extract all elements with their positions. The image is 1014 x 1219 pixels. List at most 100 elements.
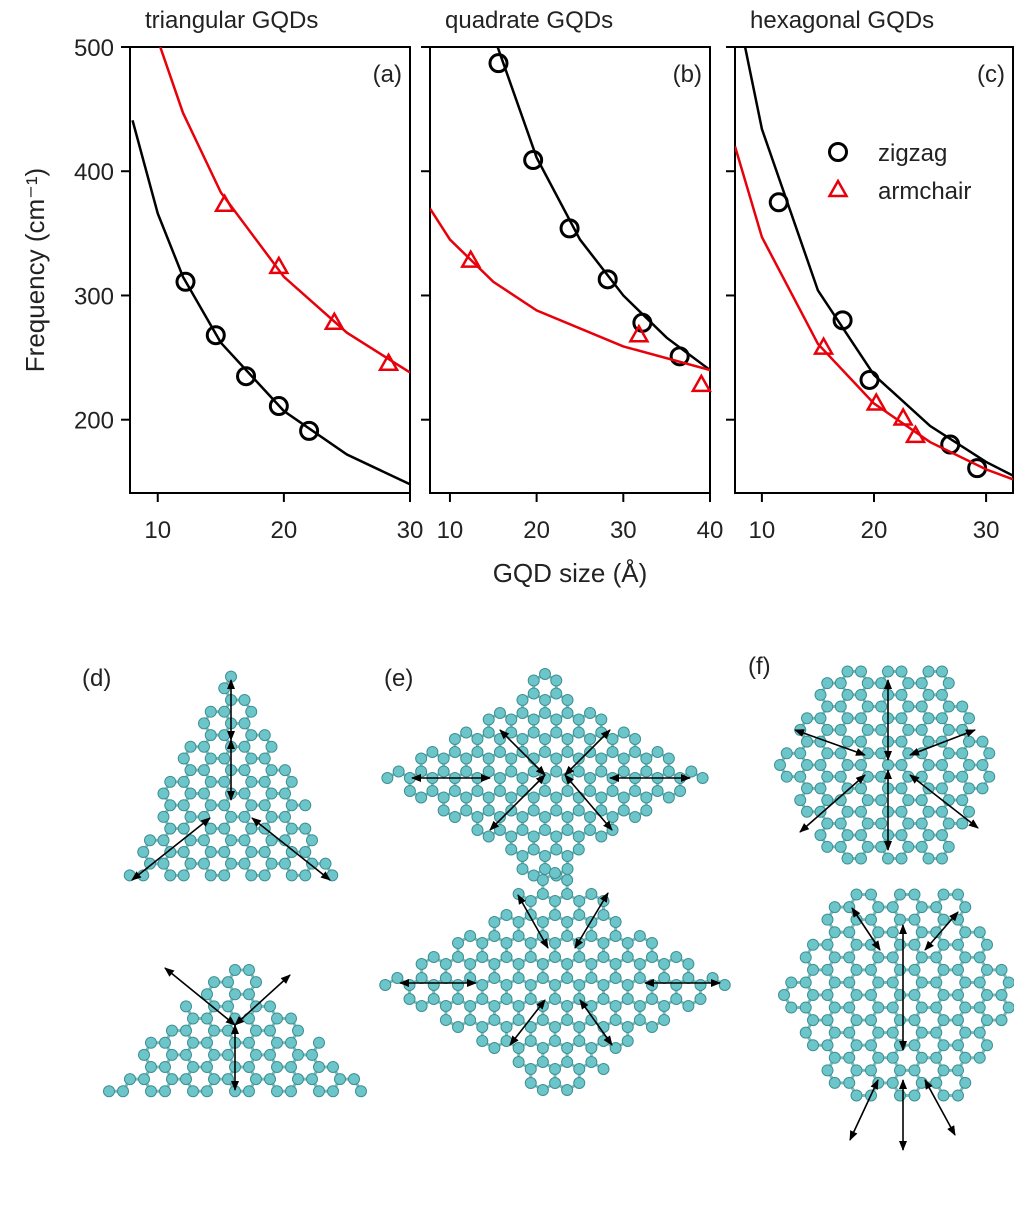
atom [622, 980, 633, 991]
atom [551, 844, 562, 855]
atom [199, 835, 210, 846]
atom [835, 841, 846, 852]
atom [185, 765, 196, 776]
atom [562, 973, 573, 984]
panel-title: quadrate GQDs [445, 7, 613, 34]
atom [185, 741, 196, 752]
atom [1003, 1002, 1014, 1013]
atom [472, 734, 483, 745]
atom [382, 773, 393, 784]
atom [586, 889, 597, 900]
atom [862, 841, 873, 852]
arrow [165, 968, 235, 1025]
atom [943, 748, 954, 759]
atom [178, 846, 189, 857]
atom [630, 734, 641, 745]
atom [641, 753, 652, 764]
atom [320, 858, 331, 869]
atom [659, 959, 670, 970]
fit-line [133, 120, 410, 484]
atom [550, 1022, 561, 1033]
panel-label: (b) [673, 61, 702, 88]
atom [244, 1013, 255, 1024]
structure-label: (f) [748, 653, 771, 680]
atom [272, 1013, 283, 1024]
atom [188, 1086, 199, 1097]
atom [307, 1074, 318, 1085]
atom [477, 952, 488, 963]
atom [822, 1065, 833, 1076]
atom [209, 1049, 220, 1060]
atom [887, 952, 898, 963]
atom [537, 1043, 548, 1054]
atom [205, 823, 216, 834]
atom [104, 1086, 115, 1097]
legend-label: zigzag [878, 140, 947, 167]
atom [528, 675, 539, 686]
atom [646, 994, 657, 1005]
atom [300, 846, 311, 857]
atom [646, 952, 657, 963]
atom [802, 760, 813, 771]
atom [937, 713, 948, 724]
atom [246, 823, 257, 834]
atom [931, 902, 942, 913]
atom [266, 741, 277, 752]
atom [506, 766, 517, 777]
atom [477, 1022, 488, 1033]
atom [513, 1001, 524, 1012]
atom [866, 990, 877, 1001]
atom [513, 1043, 524, 1054]
atom [842, 760, 853, 771]
atom [251, 1025, 262, 1036]
atom [896, 736, 907, 747]
atom [517, 812, 528, 823]
atom [808, 1040, 819, 1051]
atom [808, 1015, 819, 1026]
atom [494, 747, 505, 758]
atom [937, 760, 948, 771]
atom [634, 931, 645, 942]
atom [205, 706, 216, 717]
atom [506, 805, 517, 816]
atom [895, 964, 906, 975]
atom [815, 713, 826, 724]
atom [622, 994, 633, 1005]
atom [449, 812, 460, 823]
atom [266, 858, 277, 869]
atom [851, 1040, 862, 1051]
atom [506, 831, 517, 842]
atom [199, 858, 210, 869]
atom [953, 939, 964, 950]
atom [307, 835, 318, 846]
atom [167, 1074, 178, 1085]
atom [202, 1037, 213, 1048]
atom [272, 1061, 283, 1072]
atom [223, 1025, 234, 1036]
atom [876, 771, 887, 782]
atom [916, 841, 927, 852]
atom [266, 811, 277, 822]
atom [996, 1015, 1007, 1026]
atom [937, 783, 948, 794]
point [216, 196, 233, 211]
atom [251, 1074, 262, 1085]
atom [873, 1052, 884, 1063]
atom [513, 889, 524, 900]
atom [618, 805, 629, 816]
atom [440, 973, 451, 984]
y-tick-label: 500 [74, 35, 114, 62]
atom [953, 964, 964, 975]
atom [844, 1052, 855, 1063]
atom [551, 675, 562, 686]
atom [528, 714, 539, 725]
atom [145, 835, 156, 846]
atom [506, 714, 517, 725]
atom [540, 812, 551, 823]
atom [501, 952, 512, 963]
atom [895, 889, 906, 900]
atom [550, 1078, 561, 1089]
atom [185, 858, 196, 869]
atom [982, 1015, 993, 1026]
